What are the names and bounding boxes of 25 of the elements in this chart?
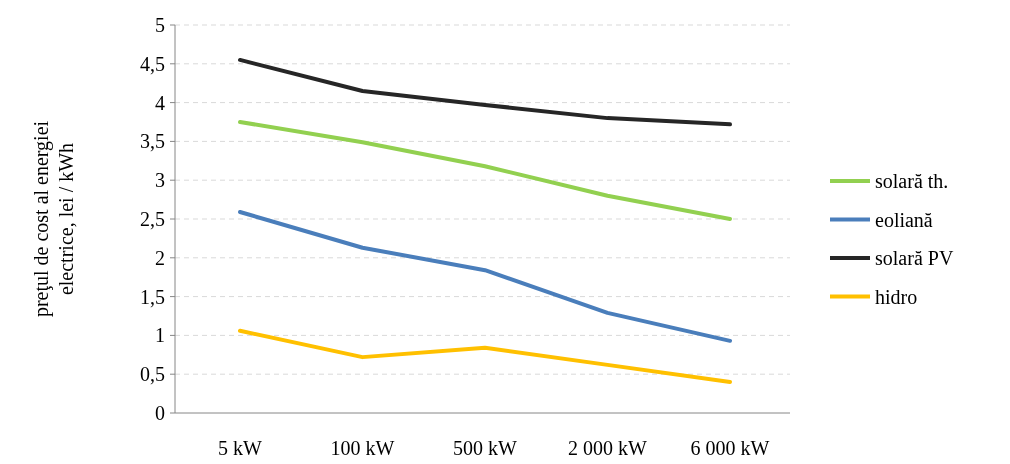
line-series bbox=[238, 210, 732, 343]
y-tick-label: 1 bbox=[155, 324, 165, 347]
x-tick-label: 5 kW bbox=[218, 437, 263, 459]
x-tick-label: 6 000 kW bbox=[690, 437, 770, 459]
y-tick-label: 4,5 bbox=[140, 52, 165, 75]
y-tick-label: 2 bbox=[155, 246, 165, 269]
x-tick-label: 2 000 kW bbox=[568, 437, 648, 459]
y-tick-label: 3 bbox=[155, 169, 165, 192]
x-tick-label: 100 kW bbox=[330, 437, 395, 459]
legend-label: hidro bbox=[875, 285, 918, 308]
legend-label: solară th. bbox=[875, 170, 949, 192]
x-tick-label: 500 kW bbox=[453, 437, 518, 459]
line-series bbox=[238, 57, 732, 127]
y-axis-title: preţul de cost al energiei electrice, lei / kWh bbox=[30, 120, 77, 318]
y-tick-label: 3,5 bbox=[140, 130, 165, 153]
y-tick-label: 0,5 bbox=[140, 363, 165, 386]
legend-label: solară PV bbox=[875, 247, 954, 269]
y-tick-label: 1,5 bbox=[140, 285, 165, 308]
y-tick-label: 2,5 bbox=[140, 208, 165, 230]
y-tick-label: 0 bbox=[155, 402, 165, 424]
line-series bbox=[238, 120, 732, 221]
y-tick-label: 5 bbox=[155, 14, 165, 36]
line-series bbox=[238, 328, 732, 384]
legend-label: eoliană bbox=[875, 208, 933, 231]
y-tick-label: 4 bbox=[155, 91, 165, 114]
